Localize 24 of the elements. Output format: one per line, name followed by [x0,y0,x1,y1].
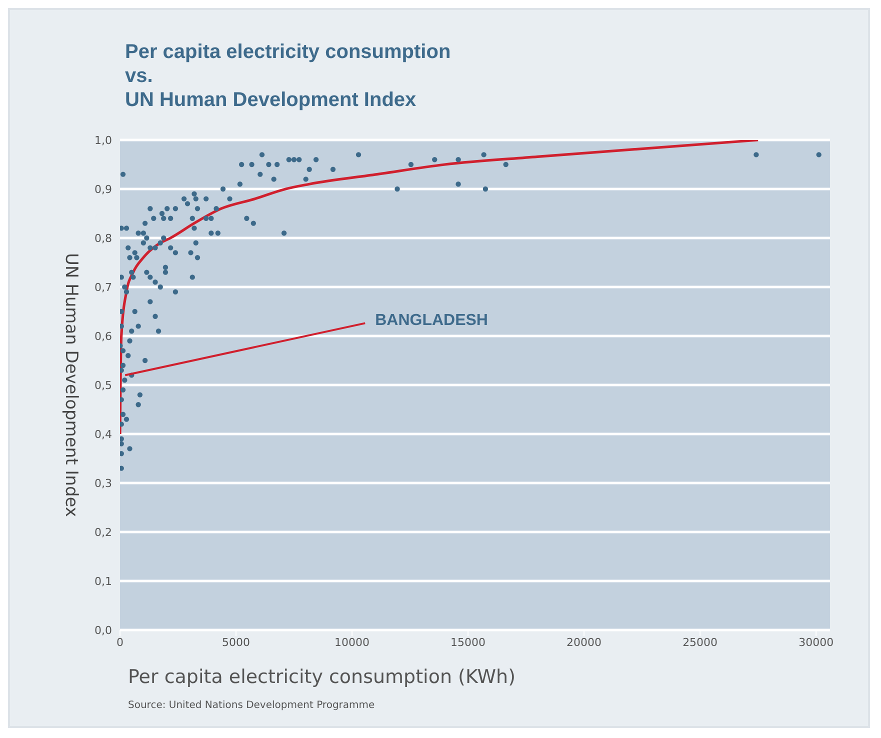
line-series [120,140,760,436]
y-tick-label: 0,3 [94,476,112,490]
x-axis-title: Per capita electricity consumption (KWh) [128,666,516,688]
source-note: Source: United Nations Development Programme [128,700,375,711]
y-tick-label: 0,9 [94,182,112,196]
y-tick-label: 0,0 [94,624,112,637]
y-tick-label: 0,4 [94,428,112,441]
annotation: BANGLADESH [375,312,488,330]
x-tick-label: 30000 [798,636,834,649]
y-tick-label: 0,8 [94,232,112,245]
x-tick-label: 0 [116,636,124,649]
y-tick-label: 0,5 [94,378,112,392]
y-tick-label: 0,1 [94,574,112,588]
y-tick-label: 0,2 [94,526,112,539]
y-tick-label: 0,7 [94,280,112,294]
x-tick-label: 10000 [334,636,370,649]
x-tick-label: 25000 [682,636,718,649]
y-axis-title: UN Human Development Index [60,253,81,517]
y-tick-label: 1,0 [94,134,112,147]
x-tick-label: 15000 [450,636,486,649]
x-tick-label: 20000 [566,636,602,649]
chart-title: Per capita electricity consumption vs. UN Human Development Index [125,40,451,112]
y-tick-label: 0,6 [94,330,112,343]
x-tick-label: 5000 [222,636,250,649]
